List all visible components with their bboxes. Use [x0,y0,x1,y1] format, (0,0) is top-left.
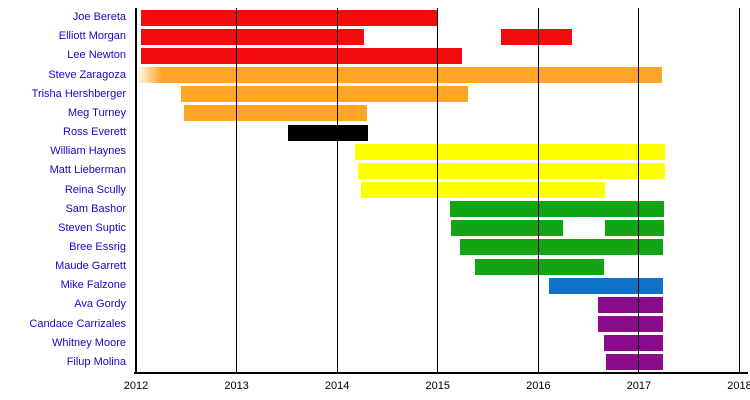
tick-label-2018: 2018 [727,380,750,392]
row-label-reina-scully[interactable]: Reina Scully [64,183,126,196]
row-label-ross-everett[interactable]: Ross Everett [63,126,126,139]
bar-steven-suptic-2 [604,220,665,237]
row-label-filup-molina[interactable]: Filup Molina [66,355,126,368]
bar-elliott-morgan-1 [141,28,365,45]
bar-elliott-morgan-2 [501,28,572,45]
bar-candace-carrizales [597,316,664,333]
gridline-2018 [739,8,740,372]
row-label-lee-newton[interactable]: Lee Newton [67,49,126,62]
row-label-trisha-hershberger[interactable]: Trisha Hershberger [31,87,126,100]
row-label-ava-gordy[interactable]: Ava Gordy [74,298,126,311]
tick-label-2016: 2016 [526,380,551,392]
bar-steve-zaragoza [136,67,663,84]
row-label-maude-garrett[interactable]: Maude Garrett [55,260,126,273]
bar-whitney-moore [603,335,664,352]
x-axis-line [134,372,748,374]
bar-filup-molina [605,354,664,371]
row-label-whitney-moore[interactable]: Whitney Moore [52,336,126,349]
bar-matt-lieberman [358,162,666,179]
row-label-meg-turney[interactable]: Meg Turney [67,106,126,119]
row-label-matt-lieberman[interactable]: Matt Lieberman [49,164,126,177]
gridline-2017 [638,8,640,372]
bar-lee-newton [141,47,462,64]
row-label-elliott-morgan[interactable]: Elliott Morgan [58,30,126,43]
bar-maude-garrett [474,258,604,275]
bar-ava-gordy [597,296,664,313]
tick-label-2015: 2015 [425,380,450,392]
bar-mike-falzone [549,277,664,294]
bar-ross-everett [287,124,369,141]
row-label-candace-carrizales[interactable]: Candace Carrizales [29,317,126,330]
row-label-william-haynes[interactable]: William Haynes [50,145,126,158]
bar-sam-bashor [449,201,665,218]
bar-william-haynes [355,143,666,160]
gridline-2015 [437,8,439,372]
row-label-mike-falzone[interactable]: Mike Falzone [60,279,126,292]
tick-label-2012: 2012 [123,380,149,392]
tick-label-2013: 2013 [224,380,249,392]
tick-label-2017: 2017 [626,380,652,392]
row-label-joe-bereta[interactable]: Joe Bereta [72,11,126,24]
bar-steven-suptic-1 [450,220,564,237]
bar-reina-scully [361,182,605,198]
gridline-2014 [336,8,338,372]
gridline-2016 [537,8,539,372]
row-label-bree-essrig[interactable]: Bree Essrig [69,240,126,253]
bar-bree-essrig [459,239,664,256]
row-label-sam-bashor[interactable]: Sam Bashor [65,202,126,215]
bar-joe-bereta [141,9,438,26]
bar-meg-turney [184,105,368,122]
row-label-steve-zaragoza[interactable]: Steve Zaragoza [48,68,126,81]
bar-trisha-hershberger [181,86,468,103]
gridline-2013 [236,8,238,372]
tick-label-2014: 2014 [324,380,350,392]
row-label-steven-suptic[interactable]: Steven Suptic [58,221,126,234]
y-axis-line [135,8,137,372]
